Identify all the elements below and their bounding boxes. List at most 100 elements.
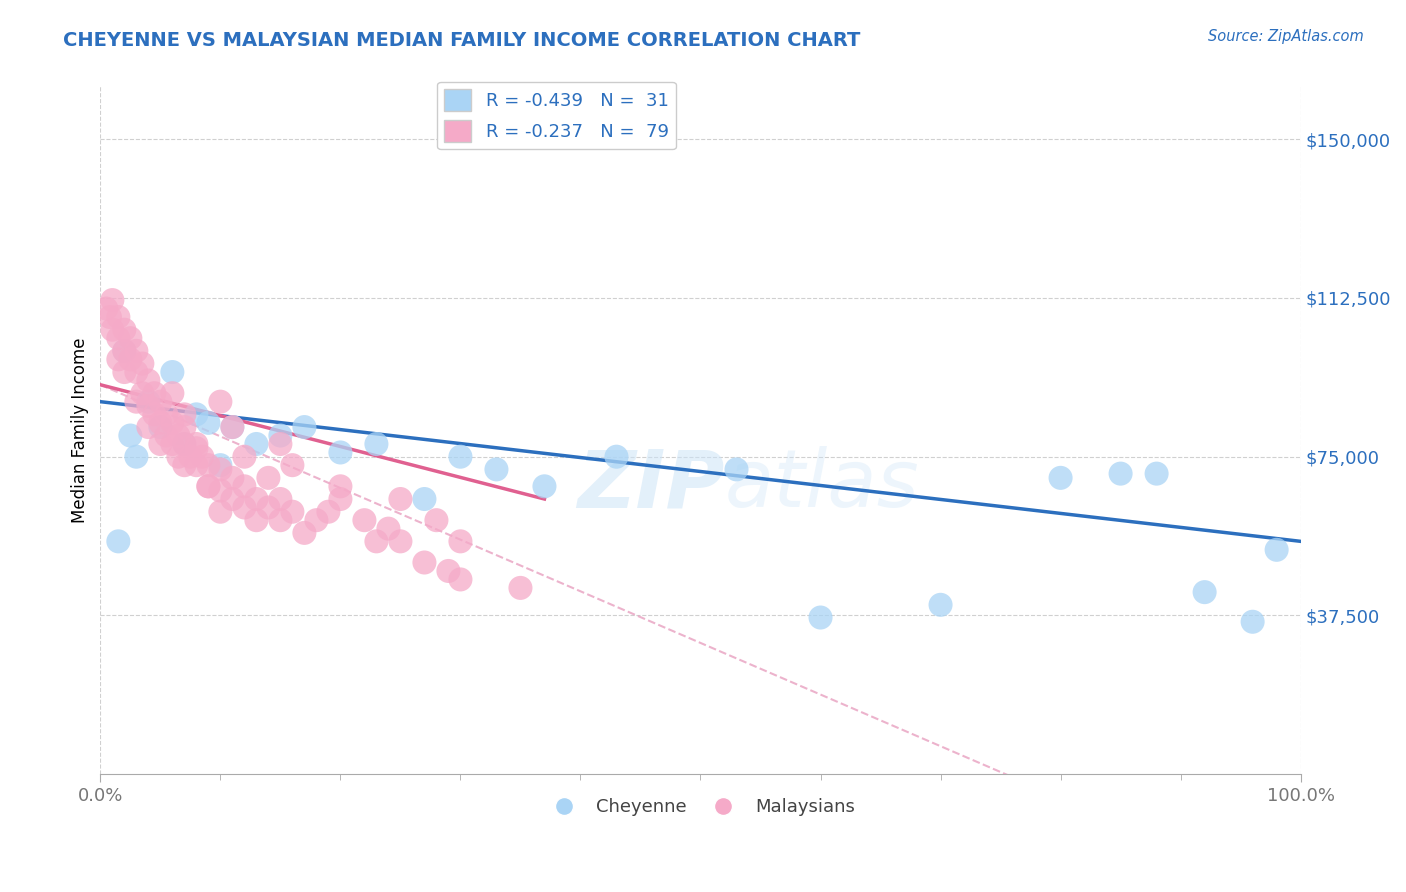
Point (413, 491, 436, 506)
Point (810, 610, 832, 624)
Point (209, 462, 232, 476)
Point (221, 491, 243, 506)
Point (120, 428, 142, 442)
Point (101, 293, 124, 307)
Point (191, 450, 214, 464)
Point (149, 416, 172, 430)
Point (353, 513, 375, 527)
Point (131, 357, 153, 371)
Point (107, 534, 129, 549)
Point (209, 458, 232, 472)
Point (138, 374, 160, 388)
Point (1194, 585, 1216, 599)
Point (149, 437, 172, 451)
Point (329, 445, 352, 459)
Point (120, 352, 142, 367)
Point (186, 437, 208, 451)
Point (233, 479, 256, 493)
Point (197, 479, 219, 493)
Point (329, 491, 352, 506)
Point (377, 522, 399, 536)
Point (233, 500, 256, 515)
Point (107, 310, 129, 324)
Point (149, 420, 172, 434)
Point (245, 491, 267, 506)
Point (533, 479, 555, 493)
Point (245, 513, 267, 527)
Point (294, 525, 316, 540)
Point (449, 573, 471, 587)
Point (179, 450, 201, 464)
Point (1265, 542, 1288, 557)
Point (155, 428, 177, 442)
Point (257, 500, 280, 515)
Point (173, 437, 195, 451)
Point (221, 420, 243, 434)
Point (125, 365, 148, 379)
Point (929, 598, 952, 612)
Point (186, 458, 208, 472)
Point (112, 365, 135, 379)
Point (197, 416, 219, 430)
Point (162, 437, 184, 451)
Point (269, 513, 291, 527)
Point (112, 343, 135, 358)
Point (162, 365, 184, 379)
Point (125, 450, 148, 464)
Point (413, 556, 436, 570)
Point (318, 505, 340, 519)
Point (1241, 615, 1264, 629)
Point (305, 513, 328, 527)
Y-axis label: Median Family Income: Median Family Income (72, 337, 89, 523)
Legend: Cheyenne, Malaysians: Cheyenne, Malaysians (538, 791, 862, 823)
Point (186, 408, 208, 422)
Point (389, 534, 412, 549)
Point (125, 343, 148, 358)
Point (425, 513, 447, 527)
Point (294, 420, 316, 434)
Point (509, 581, 531, 595)
Point (107, 331, 129, 345)
Point (197, 458, 219, 472)
Text: atlas: atlas (724, 446, 920, 524)
Point (1109, 467, 1132, 481)
Point (257, 471, 280, 485)
Point (98, 310, 121, 324)
Point (125, 394, 148, 409)
Point (96, 301, 118, 316)
Point (245, 437, 267, 451)
Point (138, 420, 160, 434)
Point (173, 437, 195, 451)
Point (107, 352, 129, 367)
Point (167, 428, 190, 442)
Point (1146, 467, 1168, 481)
Point (209, 394, 232, 409)
Point (233, 450, 256, 464)
Point (173, 420, 195, 434)
Point (449, 450, 471, 464)
Point (120, 331, 142, 345)
Point (269, 437, 291, 451)
Point (143, 386, 166, 401)
Point (162, 416, 184, 430)
Point (389, 491, 412, 506)
Point (449, 534, 471, 549)
Point (209, 505, 232, 519)
Point (155, 408, 177, 422)
Point (209, 483, 232, 498)
Point (173, 458, 195, 472)
Point (149, 394, 172, 409)
Text: Source: ZipAtlas.com: Source: ZipAtlas.com (1208, 29, 1364, 44)
Point (138, 399, 160, 413)
Point (162, 386, 184, 401)
Point (605, 450, 627, 464)
Text: ZIP: ZIP (576, 446, 724, 524)
Point (138, 394, 160, 409)
Point (329, 479, 352, 493)
Point (143, 408, 166, 422)
Point (725, 462, 748, 476)
Point (281, 505, 304, 519)
Point (186, 442, 208, 456)
Point (281, 458, 304, 472)
Point (366, 437, 388, 451)
